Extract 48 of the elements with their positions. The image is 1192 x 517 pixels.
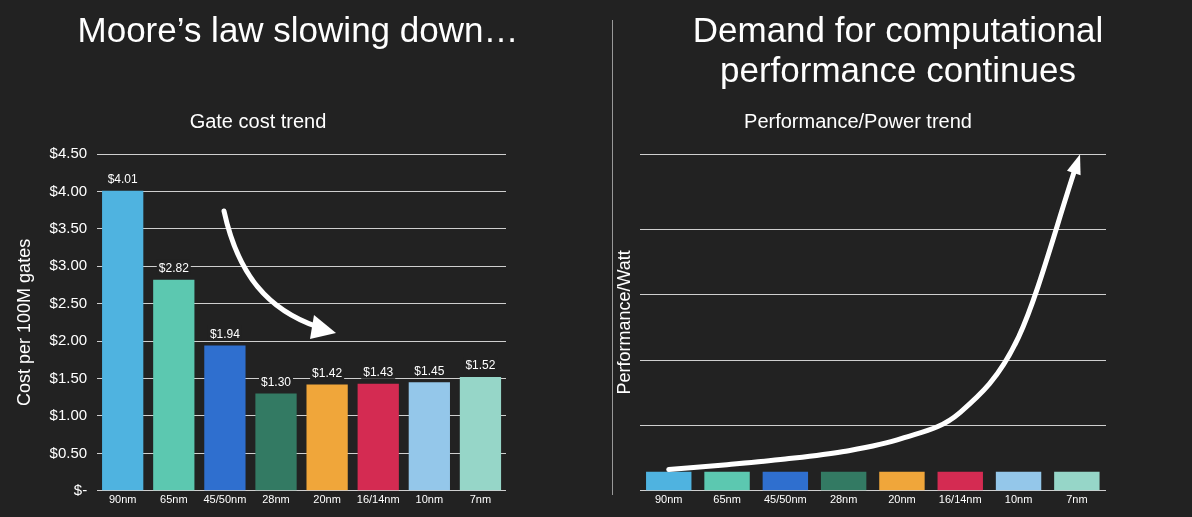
chart-subtitle: Gate cost trend bbox=[189, 109, 327, 132]
bar bbox=[459, 377, 502, 491]
data-label: $1.42 bbox=[312, 365, 343, 380]
data-label: $4.01 bbox=[107, 171, 139, 186]
y-tick-label: $1.50 bbox=[49, 368, 88, 386]
x-tick-label: 65nm bbox=[713, 493, 741, 506]
x-tick-label: 90nm bbox=[108, 493, 137, 506]
bar bbox=[153, 279, 195, 491]
bar bbox=[408, 382, 450, 491]
data-label: $1.45 bbox=[414, 363, 445, 378]
y-tick-label: $3.50 bbox=[49, 218, 88, 236]
chart-title: Demand for computational performance continues bbox=[691, 9, 1105, 91]
data-label: $1.52 bbox=[465, 358, 496, 373]
x-tick-label: 28nm bbox=[829, 493, 858, 506]
chart-title: Moore’s law slowing down… bbox=[76, 9, 520, 51]
y-tick-label: $2.50 bbox=[49, 293, 88, 311]
bar bbox=[255, 393, 297, 491]
y-tick-label: $3.00 bbox=[49, 256, 88, 274]
y-axis-title: Cost per 100M gates bbox=[13, 238, 34, 406]
data-label: $2.82 bbox=[158, 261, 190, 276]
x-tick-label: 16/14nm bbox=[356, 493, 400, 506]
data-label: $1.43 bbox=[363, 365, 394, 380]
y-tick-label: $0.50 bbox=[49, 443, 88, 461]
bar bbox=[204, 345, 246, 491]
x-tick-label: 45/50nm bbox=[203, 493, 247, 506]
x-tick-label: 20nm bbox=[313, 493, 341, 506]
y-tick-label: $4.50 bbox=[49, 144, 88, 162]
data-label: $1.30 bbox=[261, 374, 292, 389]
x-tick-label: 28nm bbox=[262, 493, 290, 506]
chart-subtitle: Performance/Power trend bbox=[744, 109, 972, 132]
x-tick-label: 65nm bbox=[160, 493, 188, 506]
bar bbox=[357, 383, 399, 491]
y-tick-label: $2.00 bbox=[49, 331, 88, 349]
x-tick-label: 90nm bbox=[654, 493, 683, 506]
bar bbox=[306, 384, 348, 491]
data-label: $1.94 bbox=[209, 326, 241, 341]
y-tick-label: $- bbox=[73, 480, 88, 498]
y-tick-label: $1.00 bbox=[49, 406, 88, 424]
x-tick-label: 16/14nm bbox=[938, 493, 982, 506]
x-tick-label: 7nm bbox=[469, 493, 492, 506]
x-tick-label: 20nm bbox=[888, 493, 916, 506]
bar bbox=[102, 190, 144, 491]
x-tick-label: 10nm bbox=[1004, 493, 1033, 506]
y-tick-label: $4.00 bbox=[49, 181, 88, 199]
x-tick-label: 10nm bbox=[415, 493, 444, 506]
x-tick-label: 7nm bbox=[1066, 493, 1088, 506]
x-tick-label: 45/50nm bbox=[763, 493, 807, 506]
y-axis-title: Performance/Watt bbox=[613, 250, 634, 395]
